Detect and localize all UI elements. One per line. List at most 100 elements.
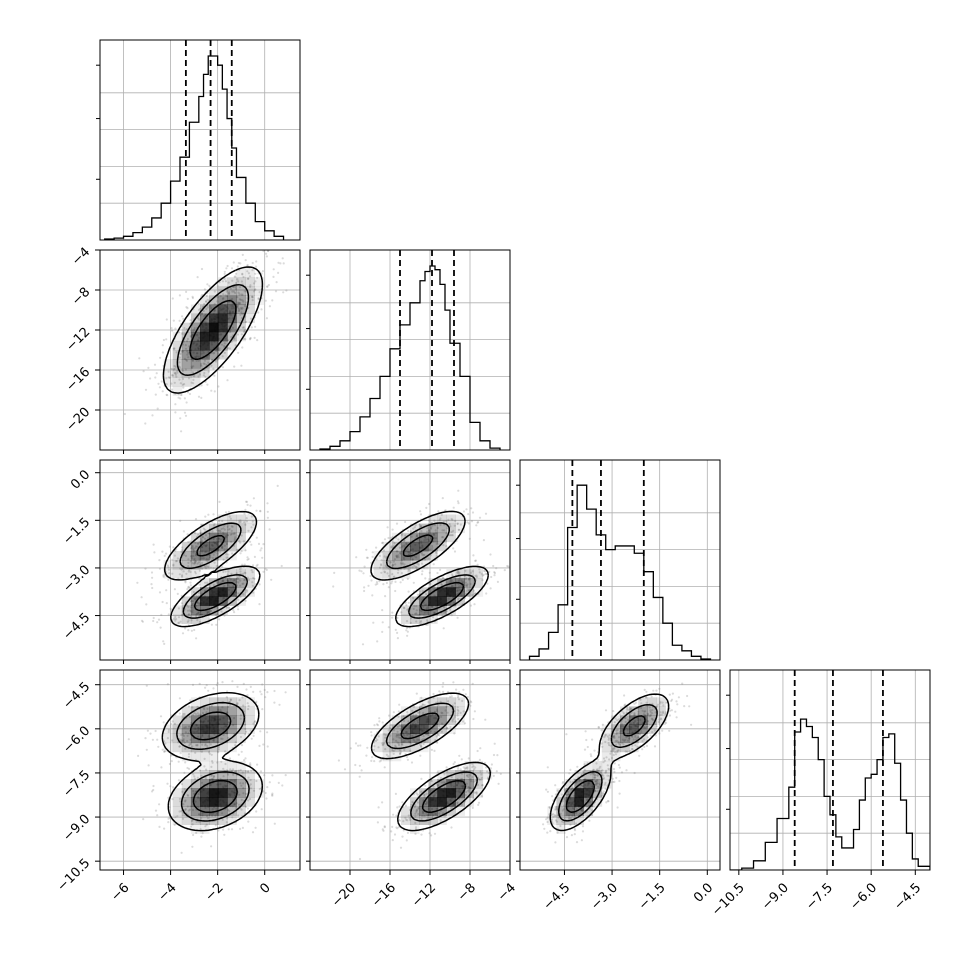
density-cell (464, 569, 474, 579)
scatter-point (195, 831, 198, 835)
scatter-point (484, 512, 488, 515)
scatter-point (206, 744, 209, 748)
density-cell (227, 514, 237, 524)
scatter-point (244, 599, 247, 602)
scatter-point (187, 540, 190, 544)
scatter-point (449, 525, 452, 528)
scatter-point (661, 701, 664, 704)
scatter-point (252, 722, 255, 725)
grid-lines (310, 460, 510, 660)
scatter-point (412, 527, 415, 530)
scatter-point (417, 711, 420, 715)
scatter-point (674, 710, 677, 713)
scatter-point (247, 708, 250, 711)
scatter-point (249, 778, 252, 782)
scatter-point (240, 567, 243, 570)
scatter-point (210, 845, 213, 848)
density-cell (574, 815, 584, 825)
scatter-point (191, 296, 194, 300)
density-cell (181, 806, 192, 816)
scatter-point (166, 737, 169, 740)
x-tick-label: −6 (108, 880, 132, 904)
scatter-point (648, 724, 651, 727)
scatter-point (195, 596, 198, 599)
scatter-point (186, 337, 189, 341)
scatter-point (242, 540, 245, 543)
density-cell (574, 788, 584, 798)
density-cell (181, 560, 192, 570)
density-cell (190, 806, 201, 816)
scatter-point (631, 735, 634, 739)
scatter-point (591, 738, 594, 741)
scatter-point (618, 713, 621, 716)
scatter-point (583, 763, 586, 766)
scatter-point (251, 295, 254, 299)
scatter-point (624, 738, 627, 742)
scatter-point (181, 790, 184, 794)
scatter-point (432, 785, 435, 788)
scatter-point (571, 787, 575, 790)
scatter-point (213, 561, 216, 564)
scatter-point (601, 723, 605, 726)
scatter-point (646, 712, 649, 716)
scatter-point (177, 779, 180, 782)
scatter-point (636, 745, 639, 748)
scatter-point (478, 516, 482, 519)
scatter-point (184, 368, 187, 371)
scatter-point (166, 782, 169, 785)
scatter-point (244, 259, 247, 262)
scatter-point (382, 583, 385, 586)
scatter-point (231, 297, 234, 301)
scatter-panel-2-1 (332, 489, 510, 646)
scatter-point (445, 532, 448, 535)
scatter-point (392, 563, 395, 566)
scatter-point (422, 735, 425, 738)
scatter-point (432, 616, 435, 619)
scatter-point (223, 272, 226, 275)
scatter-point (419, 524, 423, 528)
density-cell (574, 806, 584, 816)
scatter-point (260, 693, 263, 696)
density-cell (245, 706, 255, 716)
scatter-point (485, 592, 488, 595)
scatter-point (474, 766, 477, 769)
scatter-point (378, 717, 381, 720)
scatter-point (649, 714, 652, 718)
scatter-point (156, 814, 159, 817)
scatter-point (600, 729, 603, 732)
density-cell (200, 578, 210, 588)
density-cell (218, 797, 228, 807)
density-cell (419, 715, 429, 725)
scatter-point (479, 747, 482, 750)
scatter-point (178, 810, 181, 813)
scatter-point (475, 524, 478, 527)
scatter-point (601, 769, 604, 772)
x-tick-label: −10.5 (709, 880, 748, 919)
scatter-point (567, 817, 571, 820)
scatter-point (227, 301, 230, 304)
scatter-point (642, 713, 646, 716)
scatter-point (456, 500, 460, 503)
scatter-point (400, 611, 403, 614)
scatter-point (227, 510, 230, 513)
scatter-point (204, 515, 207, 518)
scatter-point (594, 780, 597, 783)
scatter-point (431, 605, 434, 609)
density-cell (410, 806, 420, 816)
scatter-point (447, 700, 450, 703)
scatter-point (602, 777, 606, 780)
scatter-point (220, 737, 223, 740)
scatter-point (397, 736, 400, 739)
density-cell (391, 751, 402, 762)
scatter-point (229, 517, 232, 520)
scatter-point (191, 683, 195, 687)
scatter-point (598, 767, 601, 770)
scatter-point (553, 814, 557, 817)
scatter-point (441, 576, 444, 579)
scatter-point (457, 597, 460, 600)
scatter-point (406, 608, 409, 611)
density-cell (400, 614, 411, 624)
density-cell (446, 569, 456, 579)
scatter-point (161, 390, 164, 393)
scatter-point (405, 620, 409, 623)
